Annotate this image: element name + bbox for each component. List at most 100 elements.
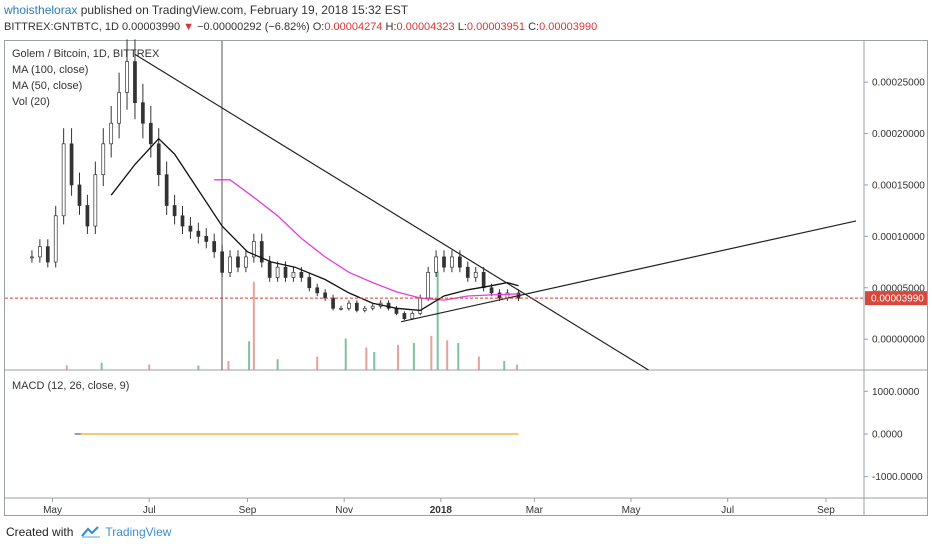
candle-body xyxy=(489,287,494,294)
candle-body xyxy=(38,246,42,258)
candle-body xyxy=(402,313,407,319)
candle-body xyxy=(133,61,137,104)
volume-bar xyxy=(148,364,151,370)
macd-tick-label: 1000.0000 xyxy=(872,387,920,398)
candle-body xyxy=(69,143,74,186)
close-value: 0.00003990 xyxy=(539,21,598,33)
candle-body xyxy=(339,307,343,310)
candle-body xyxy=(410,313,415,319)
volume-bar xyxy=(344,338,347,370)
volume-bar xyxy=(515,364,518,370)
price-change: −0.00000292 (−6.82%) xyxy=(197,21,310,33)
candle-body xyxy=(323,292,327,299)
y-tick-label: 0.00005000 xyxy=(872,283,925,294)
candle-body xyxy=(347,302,351,309)
x-tick-label: Mar xyxy=(526,505,544,516)
x-tick-label: May xyxy=(43,505,62,516)
candle-body xyxy=(61,143,66,217)
volume-bar xyxy=(373,352,376,370)
macd-tick-label: -1000.0000 xyxy=(872,472,923,483)
current-price-label: 0.00003990 xyxy=(871,294,924,305)
candle-body xyxy=(307,277,312,289)
candle-body xyxy=(125,61,129,93)
candle-body xyxy=(259,241,264,263)
candle-body xyxy=(101,143,106,176)
volume-bar xyxy=(430,335,433,370)
candle-body xyxy=(141,102,145,124)
close-label: C: xyxy=(528,21,540,33)
candle-body xyxy=(164,174,169,206)
y-tick-label: 0.00025000 xyxy=(872,78,925,89)
footer-created: Created with xyxy=(6,525,74,539)
x-tick-label: Jul xyxy=(721,505,734,516)
ma50-line xyxy=(110,137,519,312)
volume-bar xyxy=(276,359,279,370)
candle-body xyxy=(465,266,470,278)
candle-body xyxy=(30,256,34,259)
candle-body xyxy=(473,271,478,278)
x-tick-label: Nov xyxy=(335,505,353,516)
candle-body xyxy=(109,122,114,145)
y-tick-label: 0.00020000 xyxy=(872,129,925,140)
candle-body xyxy=(180,215,185,227)
high-value: 0.00004323 xyxy=(396,21,455,33)
y-tick-label: 0.00000000 xyxy=(872,335,925,346)
volume-bar xyxy=(446,340,449,370)
volume-bar xyxy=(227,361,230,370)
low-label: L: xyxy=(457,21,467,33)
legend-vol[interactable]: Vol (20) xyxy=(12,96,50,108)
last-price: 0.00003990 xyxy=(121,21,181,33)
author-link[interactable]: whoisthelorax xyxy=(4,3,78,17)
footer: Created with TradingView xyxy=(6,525,171,539)
legend-ma100[interactable]: MA (100, close) xyxy=(12,64,89,76)
downtrend-trendline xyxy=(134,53,649,371)
candle-body xyxy=(299,271,304,278)
open-value: 0.00004274 xyxy=(324,21,383,33)
volume-bar xyxy=(316,356,319,370)
volume-bar xyxy=(477,356,480,370)
candle-body xyxy=(481,271,486,289)
legend-ma50[interactable]: MA (50, close) xyxy=(12,80,83,92)
volume-bar xyxy=(457,343,460,370)
low-value: 0.00003951 xyxy=(466,21,526,33)
volume-bar xyxy=(65,365,68,370)
candle-body xyxy=(362,307,367,311)
candle-body xyxy=(275,266,280,278)
volume-bar xyxy=(197,365,200,370)
macd-tick-label: 0.0000 xyxy=(872,430,903,441)
candle-body xyxy=(244,256,248,268)
candle-body xyxy=(370,305,375,309)
candle-body xyxy=(283,266,288,278)
candle-body xyxy=(196,230,201,237)
publish-line: whoisthelorax published on TradingView.c… xyxy=(4,3,408,17)
candle-body xyxy=(394,307,399,314)
x-tick-label: Sep xyxy=(817,505,835,516)
x-tick-label: 2018 xyxy=(430,505,453,516)
uptrend-trendline xyxy=(401,220,857,323)
candle-body xyxy=(220,251,224,273)
candle-body xyxy=(45,246,50,263)
candle-body xyxy=(188,225,193,232)
legend-title: Golem / Bitcoin, 1D, BITTREX xyxy=(12,48,160,60)
volume-bar xyxy=(412,343,415,370)
candle-body xyxy=(315,287,320,294)
current-price-badge xyxy=(865,291,927,306)
candle-body xyxy=(117,92,121,124)
down-arrow-icon: ▼ xyxy=(183,21,195,33)
footer-brand[interactable]: TradingView xyxy=(105,525,172,539)
candle-body xyxy=(172,205,177,217)
chart-frame xyxy=(4,40,928,516)
candle-body xyxy=(156,143,161,176)
ma100-line xyxy=(214,179,519,301)
candle-body xyxy=(354,302,359,311)
x-tick-label: Sep xyxy=(239,505,257,516)
high-label: H: xyxy=(385,21,397,33)
volume-bar xyxy=(100,362,103,370)
volume-bar xyxy=(252,281,255,370)
candle-body xyxy=(236,256,240,268)
x-tick-label: Jul xyxy=(143,505,156,516)
candle-body xyxy=(53,215,58,263)
legend-macd[interactable]: MACD (12, 26, close, 9) xyxy=(12,380,130,392)
y-tick-label: 0.00010000 xyxy=(872,232,925,243)
